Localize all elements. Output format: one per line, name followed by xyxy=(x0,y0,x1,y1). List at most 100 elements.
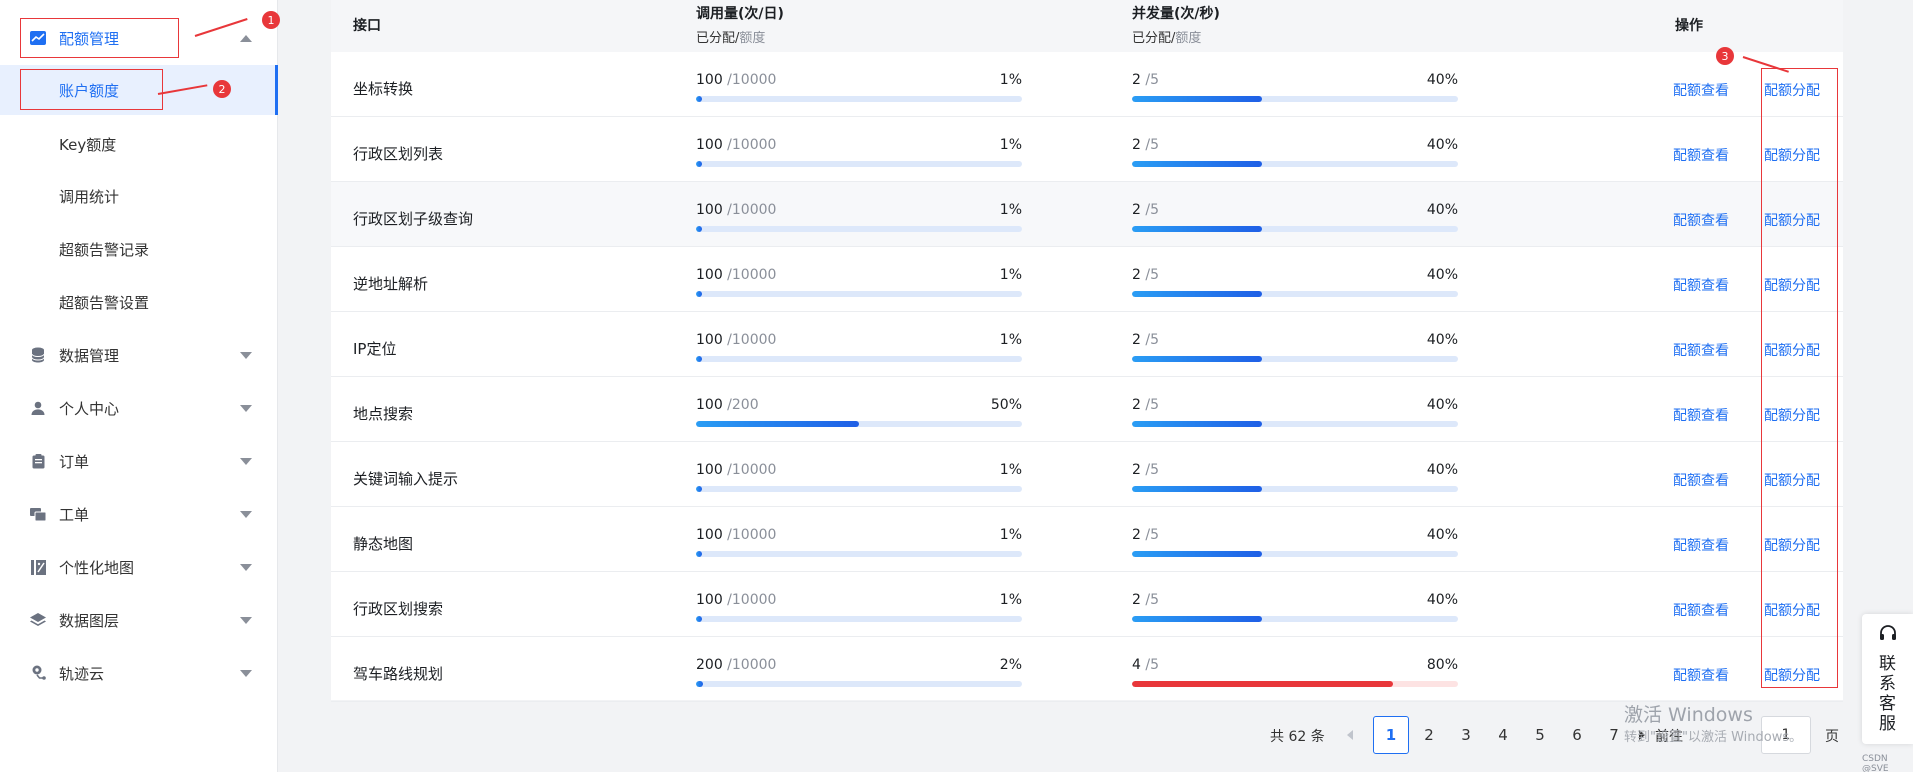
quota-assign-link[interactable]: 配额分配 xyxy=(1764,668,1820,684)
calls-progress-bar xyxy=(696,616,1022,622)
api-name: 行政区划子级查询 xyxy=(353,210,474,228)
menu-quota-management[interactable]: 配额管理 xyxy=(0,14,278,62)
chart-icon xyxy=(29,29,47,47)
quota-view-link[interactable]: 配额查看 xyxy=(1673,83,1729,99)
menu-custom-map[interactable]: 个性化地图 xyxy=(0,543,278,591)
conc-progress-bar xyxy=(1132,161,1458,167)
conc-used-value: 2 xyxy=(1132,527,1141,543)
calls-quota: /10000 xyxy=(722,527,777,543)
quota-view-link[interactable]: 配额查看 xyxy=(1673,473,1729,489)
quota-view-link[interactable]: 配额查看 xyxy=(1673,278,1729,294)
page-button-5[interactable]: 5 xyxy=(1535,726,1545,744)
page-button-7[interactable]: 7 xyxy=(1609,726,1619,744)
menu-orders[interactable]: 订单 xyxy=(0,437,278,485)
sidebar-item-label: 超额告警设置 xyxy=(59,293,150,312)
concurrency-metric: 2 /5 40% xyxy=(1132,72,1458,102)
page-button-4[interactable]: 4 xyxy=(1498,726,1508,744)
calls-used-value: 100 xyxy=(696,137,723,153)
menu-label: 订单 xyxy=(59,452,90,471)
table-row: 逆地址解析 100 /10000 1% 2 /5 40% 配额查看 配额分配 xyxy=(331,247,1843,312)
calls-progress-bar xyxy=(696,421,1022,427)
menu-track-cloud[interactable]: 轨迹云 xyxy=(0,649,278,697)
quota-assign-link[interactable]: 配额分配 xyxy=(1764,538,1820,554)
sidebar-item-account-quota[interactable]: 账户额度 xyxy=(0,65,278,115)
calls-progress-fill xyxy=(696,226,702,232)
contact-service-button[interactable]: 联系客服 xyxy=(1862,614,1913,744)
menu-data-layers[interactable]: 数据图层 xyxy=(0,596,278,644)
conc-used-value: 2 xyxy=(1132,202,1141,218)
page-button-3[interactable]: 3 xyxy=(1461,726,1471,744)
page-button-2[interactable]: 2 xyxy=(1424,726,1434,744)
quota-view-link[interactable]: 配额查看 xyxy=(1673,408,1729,424)
quota-view-link[interactable]: 配额查看 xyxy=(1673,213,1729,229)
table-row: 关键词输入提示 100 /10000 1% 2 /5 40% 配额查看 配额分配 xyxy=(331,442,1843,507)
prev-page-icon[interactable] xyxy=(1347,730,1353,740)
quota-assign-link[interactable]: 配额分配 xyxy=(1764,148,1820,164)
conc-progress-fill xyxy=(1132,161,1262,167)
quota-assign-link[interactable]: 配额分配 xyxy=(1764,278,1820,294)
calls-used: 200 /10000 xyxy=(696,657,776,673)
sidebar-item-label: Key额度 xyxy=(59,135,117,154)
quota-assign-link[interactable]: 配额分配 xyxy=(1764,213,1820,229)
sidebar: 配额管理 账户额度 Key额度 调用统计 超额告警记录 超额告警设置 数据管理 xyxy=(0,0,278,772)
api-name: 关键词输入提示 xyxy=(353,470,459,488)
concurrency-metric: 2 /5 40% xyxy=(1132,592,1458,622)
quota-assign-link[interactable]: 配额分配 xyxy=(1764,473,1820,489)
table-row: 地点搜索 100 /200 50% 2 /5 40% 配额查看 配额分配 xyxy=(331,377,1843,442)
conc-progress-fill xyxy=(1132,681,1393,687)
menu-data-management[interactable]: 数据管理 xyxy=(0,331,278,379)
header-calls-sub-sep: / xyxy=(735,31,740,46)
conc-progress-fill xyxy=(1132,486,1262,492)
quota-view-link[interactable]: 配额查看 xyxy=(1673,343,1729,359)
ticket-icon xyxy=(29,505,47,523)
menu-personal-center[interactable]: 个人中心 xyxy=(0,384,278,432)
conc-progress-bar xyxy=(1132,421,1458,427)
table-row: 坐标转换 100 /10000 1% 2 /5 40% 配额查看 配额分配 xyxy=(331,52,1843,117)
header-calls: 调用量(次/日) xyxy=(696,6,784,22)
calls-progress-bar xyxy=(696,356,1022,362)
conc-used: 2 /5 xyxy=(1132,592,1159,608)
calls-progress-bar xyxy=(696,161,1022,167)
quota-assign-link[interactable]: 配额分配 xyxy=(1764,343,1820,359)
csdn-watermark: CSDN @SVE xyxy=(1862,754,1889,772)
calls-used: 100 /10000 xyxy=(696,202,776,218)
api-name: 行政区划列表 xyxy=(353,145,444,163)
quota-view-link[interactable]: 配额查看 xyxy=(1673,148,1729,164)
calls-progress-bar xyxy=(696,96,1022,102)
calls-progress-fill xyxy=(696,96,702,102)
calls-metric: 100 /10000 1% xyxy=(696,462,1022,492)
quota-assign-link[interactable]: 配额分配 xyxy=(1764,603,1820,619)
menu-tickets[interactable]: 工单 xyxy=(0,490,278,538)
header-api: 接口 xyxy=(353,18,381,34)
page-button-6[interactable]: 6 xyxy=(1572,726,1582,744)
quota-view-link[interactable]: 配额查看 xyxy=(1673,538,1729,554)
calls-progress-fill xyxy=(696,681,703,687)
calls-quota: /10000 xyxy=(722,137,777,153)
calls-quota: /200 xyxy=(722,397,759,413)
calls-used-value: 100 xyxy=(696,397,723,413)
concurrency-metric: 2 /5 40% xyxy=(1132,527,1458,557)
calls-progress-fill xyxy=(696,551,702,557)
quota-assign-link[interactable]: 配额分配 xyxy=(1764,83,1820,99)
conc-progress-fill xyxy=(1132,421,1262,427)
next-page-icon[interactable] xyxy=(1639,730,1645,740)
sidebar-item-label: 调用统计 xyxy=(59,187,120,206)
calls-used: 100 /10000 xyxy=(696,332,776,348)
goto-page-input[interactable]: 1 xyxy=(1761,716,1811,754)
annotation-badge-1: 1 xyxy=(262,11,280,29)
page-button-1[interactable]: 1 xyxy=(1373,716,1409,754)
calls-used: 100 /10000 xyxy=(696,72,776,88)
sidebar-item-key-quota[interactable]: Key额度 xyxy=(0,119,278,169)
sidebar-item-call-stats[interactable]: 调用统计 xyxy=(0,171,278,221)
quota-view-link[interactable]: 配额查看 xyxy=(1673,603,1729,619)
sidebar-item-alert-settings[interactable]: 超额告警设置 xyxy=(0,277,278,327)
sidebar-item-alert-records[interactable]: 超额告警记录 xyxy=(0,224,278,274)
conc-used: 2 /5 xyxy=(1132,72,1159,88)
calls-progress-bar xyxy=(696,681,1022,687)
quota-view-link[interactable]: 配额查看 xyxy=(1673,668,1729,684)
calls-used-value: 100 xyxy=(696,267,723,283)
conc-percent: 40% xyxy=(1426,462,1458,478)
calls-percent: 1% xyxy=(999,137,1022,153)
quota-assign-link[interactable]: 配额分配 xyxy=(1764,408,1820,424)
